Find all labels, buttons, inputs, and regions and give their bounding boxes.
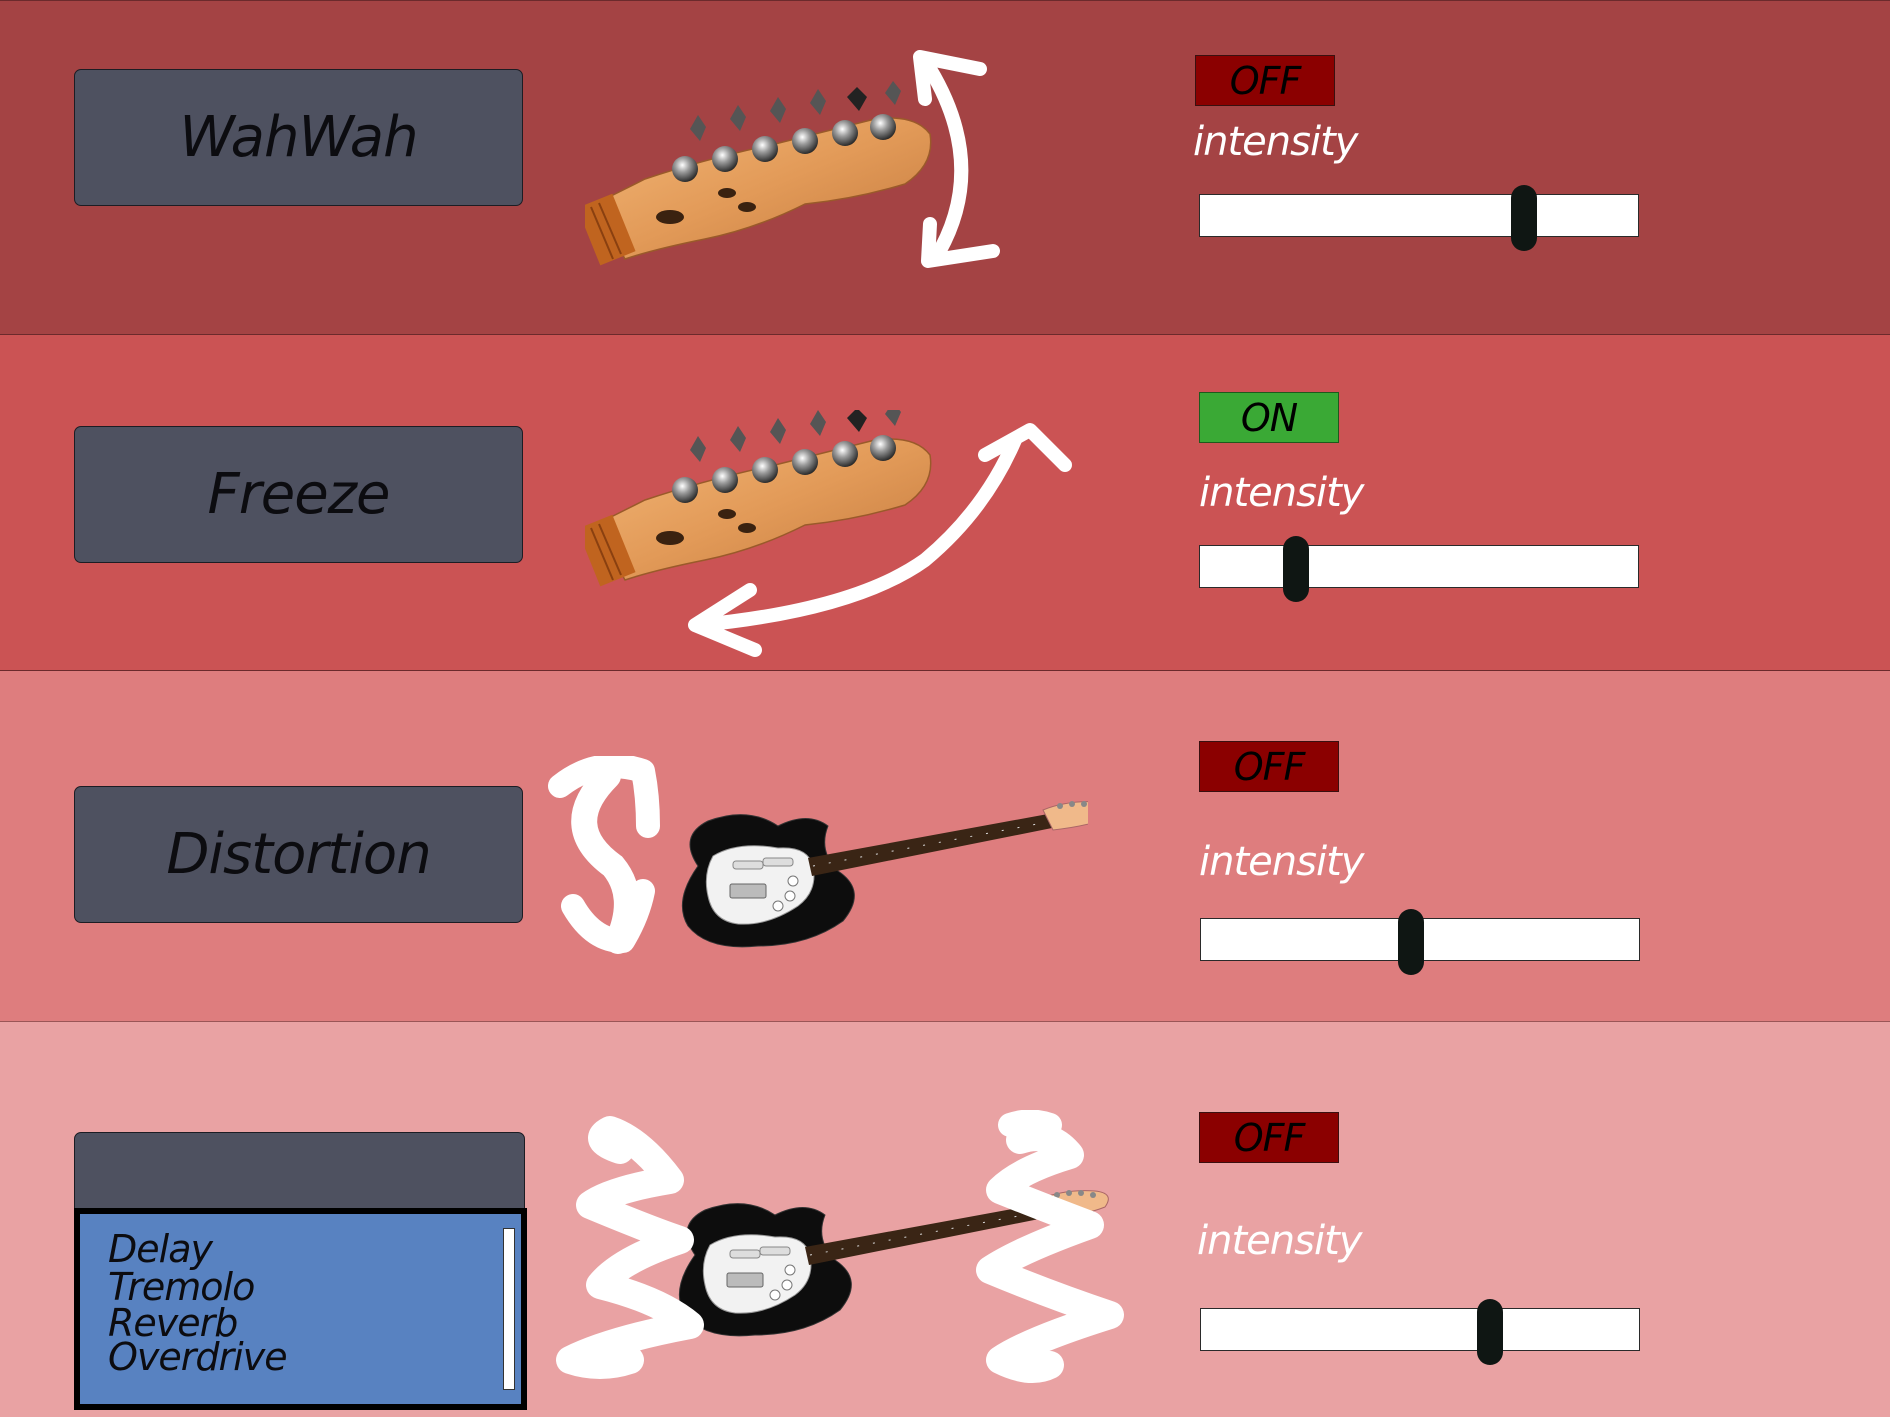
dropdown-option-reverb[interactable]: Reverb	[108, 1301, 238, 1345]
selector-intensity-slider[interactable]	[1200, 1299, 1640, 1365]
selector-intensity-label: intensity	[1197, 1218, 1362, 1264]
headstock-tilt-gesture-icon	[585, 50, 1000, 268]
freeze-intensity-label: intensity	[1199, 470, 1364, 516]
selector-slider-thumb[interactable]	[1477, 1299, 1504, 1365]
wahwah-button[interactable]: WahWah	[74, 69, 523, 206]
guitar-lift-gesture-icon	[548, 756, 1088, 954]
selector-toggle[interactable]: OFF	[1199, 1112, 1339, 1163]
distortion-intensity-label: intensity	[1199, 839, 1364, 885]
freeze-slider-thumb[interactable]	[1283, 536, 1310, 602]
wahwah-slider-thumb[interactable]	[1511, 185, 1538, 251]
dropdown-scrollbar[interactable]	[503, 1228, 515, 1390]
effect-row-selector: Delay Tremolo Reverb Overdrive OFF inten…	[0, 1021, 1890, 1417]
freeze-toggle[interactable]: ON	[1199, 392, 1339, 443]
wahwah-toggle[interactable]: OFF	[1195, 55, 1335, 106]
headstock-swing-gesture-icon	[585, 410, 1072, 657]
effect-row-freeze: Freeze ON intensity	[0, 334, 1890, 670]
freeze-intensity-slider[interactable]	[1199, 536, 1639, 602]
distortion-toggle[interactable]: OFF	[1199, 741, 1339, 792]
dropdown-option-delay[interactable]: Delay	[108, 1227, 213, 1271]
effect-row-wahwah: WahWah OFF intensity	[0, 0, 1890, 334]
dropdown-option-overdrive[interactable]: Overdrive	[108, 1335, 288, 1379]
dropdown-option-tremolo[interactable]: Tremolo	[108, 1265, 255, 1309]
distortion-slider-thumb[interactable]	[1398, 909, 1425, 975]
wahwah-intensity-slider[interactable]	[1199, 185, 1639, 251]
effect-dropdown[interactable]	[74, 1132, 525, 1212]
distortion-intensity-slider[interactable]	[1200, 909, 1640, 975]
freeze-button[interactable]: Freeze	[74, 426, 523, 563]
effect-row-distortion: Distortion OFF intensity	[0, 670, 1890, 1021]
distortion-button[interactable]: Distortion	[74, 786, 523, 923]
effect-dropdown-list[interactable]: Delay Tremolo Reverb Overdrive	[74, 1208, 527, 1410]
guitar-shake-gesture-icon	[556, 1110, 1124, 1383]
wahwah-intensity-label: intensity	[1193, 119, 1358, 165]
